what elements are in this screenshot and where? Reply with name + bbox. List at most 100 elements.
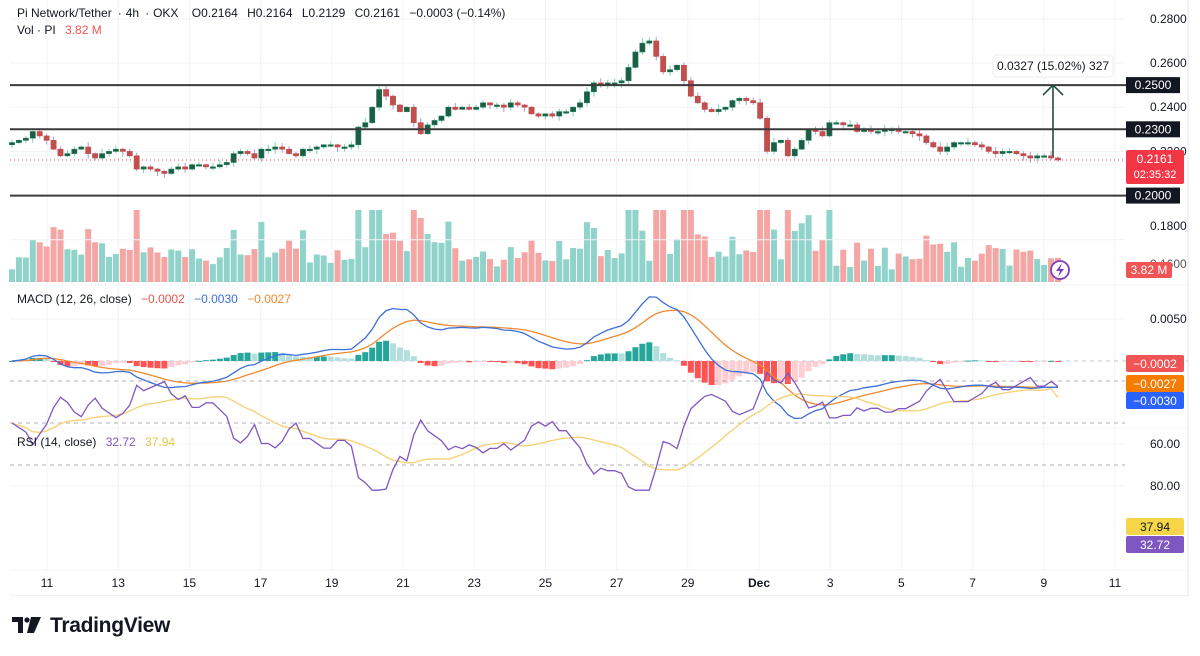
macd-histogram-bar [743, 361, 750, 374]
rsi-badge [1126, 536, 1184, 553]
rsi-ma-badge [1126, 518, 1184, 535]
volume-bar [459, 260, 466, 282]
candle [355, 126, 362, 146]
candle [833, 122, 840, 125]
volume-bar [757, 210, 764, 282]
candle [313, 146, 320, 150]
volume-bar [410, 210, 417, 282]
volume-bar [1034, 259, 1041, 282]
candle [999, 151, 1006, 154]
volume-bar [535, 252, 542, 282]
level-badge-label: 0.2000 [1135, 189, 1172, 203]
candle [168, 168, 175, 174]
macd-histogram-bar [327, 356, 334, 361]
volume-bar [175, 250, 182, 282]
rsi-title[interactable]: RSI (14, close) [17, 435, 97, 449]
candle [403, 106, 410, 112]
candle [99, 153, 105, 159]
volume-bar [701, 236, 708, 282]
level-badge-label: 0.2500 [1135, 78, 1172, 92]
macd-histogram-bar [369, 347, 376, 361]
candle [840, 122, 847, 126]
candle [951, 142, 957, 148]
candle [653, 40, 660, 57]
volume-bar [29, 239, 36, 282]
macd-histogram-bar [923, 359, 930, 361]
macd-histogram-bar [493, 361, 500, 362]
macd-histogram-bar [417, 361, 424, 363]
volume-bar [258, 221, 265, 282]
candle [902, 131, 909, 134]
macd-histogram-bar [1041, 361, 1048, 362]
volume-bar [473, 256, 480, 282]
macd-histogram-bar [881, 355, 888, 361]
macd-histogram-bar [64, 361, 71, 367]
candle [535, 113, 542, 117]
macd-histogram-bar [874, 355, 881, 361]
volume-bar [133, 210, 140, 282]
candle [701, 102, 708, 110]
macd-histogram-bar [1006, 361, 1013, 362]
time-axis-label: 11 [1109, 576, 1122, 590]
macd-histogram-bar [486, 361, 493, 362]
macd-histogram-bar [632, 347, 639, 361]
symbol-name[interactable]: Pi Network/Tether [17, 6, 112, 20]
interval[interactable]: 4h [125, 6, 140, 20]
macd-hist-badge-label: −0.0002 [1133, 357, 1177, 371]
volume-label[interactable]: Vol · PI [17, 23, 56, 37]
candle [563, 111, 570, 114]
macd-histogram-bar [92, 361, 99, 367]
candle [930, 142, 937, 148]
volume-bar [313, 254, 320, 282]
macd-histogram-bar [521, 361, 528, 365]
macd-histogram-bar [701, 361, 708, 383]
macd-histogram-bar [805, 361, 812, 372]
candle [514, 102, 521, 106]
macd-histogram-bar [577, 361, 584, 364]
candle [279, 146, 286, 150]
candle [1041, 155, 1048, 158]
candle [341, 146, 348, 149]
volume-bar [452, 248, 459, 282]
time-axis-label: 17 [254, 576, 268, 590]
volume-bar [147, 247, 154, 282]
candle [272, 146, 279, 150]
volume-legend: Vol · PI 3.82 M [17, 23, 108, 37]
volume-bar [209, 264, 216, 282]
candle [459, 106, 466, 110]
volume-bar [978, 253, 985, 282]
macd-histogram-bar [500, 361, 507, 363]
macd-histogram-bar [750, 361, 757, 373]
chart-canvas[interactable]: 11 13 15 17 19 21 23 25 27 29 Dec 3 5 7 9 11 0.2800 0.260… [0, 0, 1200, 597]
candle [438, 115, 445, 121]
volume-bar [826, 210, 833, 282]
macd-histogram-bar [161, 361, 168, 369]
macd-histogram-bar [1055, 361, 1061, 362]
macd-title[interactable]: MACD (12, 26, close) [17, 292, 132, 306]
volume-bar [708, 256, 715, 282]
macd-histogram-bar [611, 353, 618, 361]
volume-bar [466, 259, 473, 282]
chart-frame[interactable]: 11 13 15 17 19 21 23 25 27 29 Dec 3 5 7 9 11 0.2800 0.260… [0, 0, 1200, 597]
macd-histogram-bar [971, 360, 978, 362]
measure-arrowhead [1042, 83, 1064, 96]
candle [778, 140, 784, 143]
macd-histogram-bar [438, 361, 445, 366]
volume-bar [306, 262, 313, 282]
macd-histogram-bar [424, 361, 431, 366]
macd-histogram-bar [514, 361, 521, 364]
macd-histogram-bar [798, 361, 805, 378]
volume-bar [445, 221, 452, 282]
volume-bar [791, 230, 798, 282]
volume-bar [126, 249, 133, 282]
volume-bar [528, 240, 535, 282]
macd-histogram-bar [244, 352, 251, 361]
candle [729, 100, 736, 108]
candle [507, 102, 514, 108]
volume-bar [376, 210, 383, 282]
tradingview-logo[interactable]: TradingView [12, 614, 170, 638]
macd-histogram-bar [1034, 361, 1041, 362]
macd-signal-badge [1126, 375, 1184, 392]
candle [784, 140, 791, 157]
candle [715, 109, 722, 112]
